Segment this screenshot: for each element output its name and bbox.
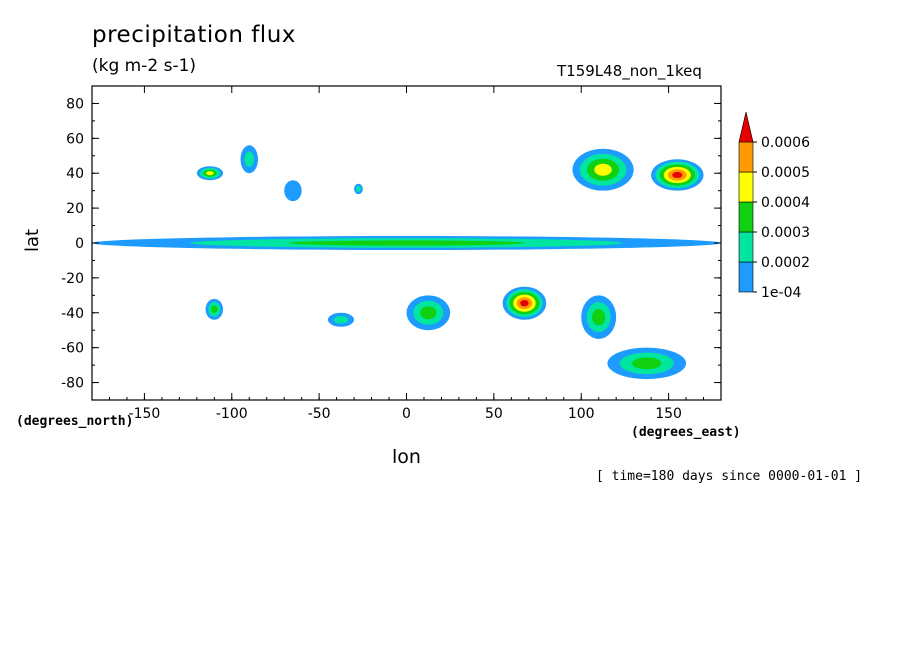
time-note: [ time=180 days since 0000-01-01 ] xyxy=(596,469,863,484)
precip-feature-3-level-0 xyxy=(284,180,302,202)
colorbar-label: 0.0002 xyxy=(761,255,810,271)
x-axis-label: lon xyxy=(392,446,421,468)
colorbar-segment xyxy=(738,231,754,263)
colorbar: 1e-04 0.0002 0.0003 0.0004 0.0005 0.0006 xyxy=(738,111,810,301)
y-tick-label: 60 xyxy=(66,131,84,147)
y-tick-label: -80 xyxy=(61,376,84,392)
colorbar-label: 0.0003 xyxy=(761,225,810,241)
chart-subtitle: (kg m-2 s-1) xyxy=(92,56,197,76)
run-label: T159L48_non_1keq xyxy=(557,62,702,80)
precip-feature-12-level-2 xyxy=(632,357,662,370)
precip-feature-2-level-1 xyxy=(244,151,255,167)
y-tick-label: 40 xyxy=(66,166,84,182)
precip-feature-5-level-3 xyxy=(594,163,612,176)
y-axis-unit: (degrees_north) xyxy=(16,414,134,429)
colorbar-segment xyxy=(738,141,754,173)
x-tick-label: 100 xyxy=(568,406,595,422)
colorbar-extend-arrow xyxy=(738,111,754,143)
precip-feature-11-level-2 xyxy=(592,308,606,326)
colorbar-label: 1e-04 xyxy=(761,285,801,301)
precip-feature-9-level-2 xyxy=(420,306,437,320)
precip-feature-0-level-2 xyxy=(288,240,525,246)
precip-feature-10-level-5 xyxy=(520,299,529,307)
axis-ticks: -150 -100 -50 0 50 100 150 80 60 40 20 0 -20 -40 -60 -8… xyxy=(61,85,721,422)
x-tick-label: -50 xyxy=(308,406,331,422)
precip-feature-1-level-3 xyxy=(206,171,214,176)
y-tick-label: 80 xyxy=(66,96,84,112)
colorbar-segment xyxy=(738,171,754,203)
colorbar-label: 0.0004 xyxy=(761,195,810,211)
precip-feature-4-level-1 xyxy=(356,186,361,192)
x-tick-label: 50 xyxy=(485,406,503,422)
y-tick-label: -20 xyxy=(61,271,84,287)
y-tick-label: 0 xyxy=(75,236,84,252)
chart-title: precipitation flux xyxy=(92,22,296,48)
colorbar-segment xyxy=(738,261,754,293)
x-tick-label: -150 xyxy=(129,406,161,422)
precipitation-field xyxy=(92,145,721,380)
x-tick-label: 150 xyxy=(655,406,682,422)
x-tick-label: -100 xyxy=(216,406,248,422)
y-tick-label: -40 xyxy=(61,306,84,322)
x-axis-unit: (degrees_east) xyxy=(631,425,741,440)
y-tick-label: 20 xyxy=(66,201,84,217)
precip-feature-6-level-5 xyxy=(672,171,683,179)
colorbar-segment xyxy=(738,201,754,233)
colorbar-label: 0.0005 xyxy=(761,165,810,181)
colorbar-label: 0.0006 xyxy=(761,135,810,151)
precip-feature-8-level-1 xyxy=(333,315,349,324)
y-tick-label: -60 xyxy=(61,341,84,357)
x-tick-label: 0 xyxy=(402,406,411,422)
precip-feature-7-level-2 xyxy=(211,305,218,314)
